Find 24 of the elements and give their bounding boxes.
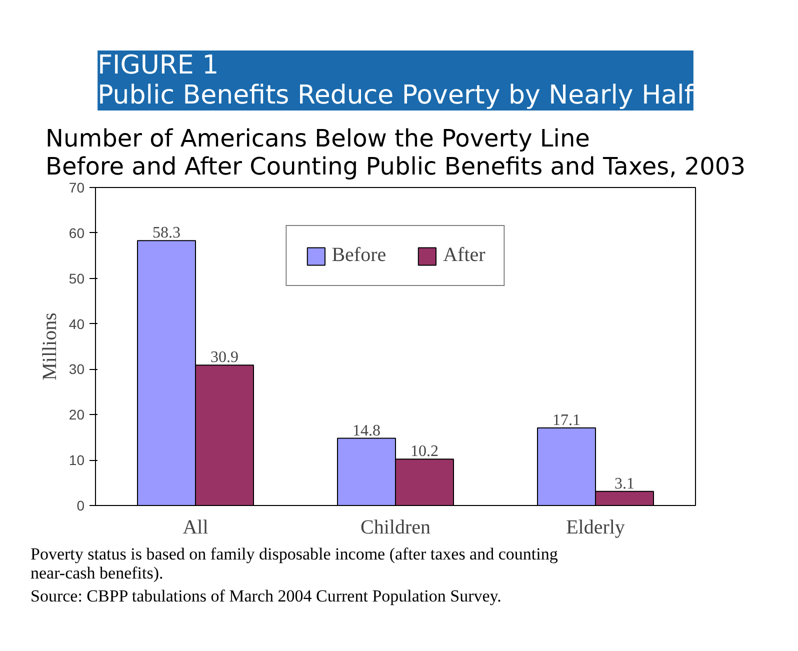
x-tick-label: Elderly (566, 516, 625, 538)
y-tick-label: 10 (68, 452, 85, 468)
y-tick-label: 60 (68, 224, 85, 241)
data-label: 58.3 (152, 224, 180, 242)
y-tick-label: 70 (68, 180, 85, 196)
data-label: 3.1 (614, 475, 634, 492)
y-tick-label: 50 (68, 270, 85, 286)
legend-label: After (443, 244, 486, 267)
y-tick-label: 20 (68, 406, 85, 423)
y-tick-label: 0 (76, 498, 85, 514)
data-label: 17.1 (552, 412, 580, 429)
data-label: 10.2 (410, 443, 438, 460)
x-tick-label: Children (360, 516, 431, 538)
y-tick-label: 30 (68, 361, 85, 378)
data-label: 14.8 (352, 422, 380, 440)
y-axis-title: Millions (38, 312, 61, 380)
data-label: 30.9 (210, 349, 238, 366)
text: Poverty status is based on family disposable income (after taxes and counting near-cash benefits). (30, 544, 558, 582)
chart-subtitle: Number of Americans Below the Poverty Line Before and After Counting Public Benefits and Taxes, 2003 (46, 124, 746, 180)
legend-label: Before (332, 244, 386, 267)
chart-title: FIGURE 1 Public Benefits Reduce Poverty by Nearly Half (98, 50, 694, 110)
y-tick-label: 40 (68, 316, 85, 332)
source-note: Source: CBPP tabulations of March 2004 Current Population Survey. (30, 586, 502, 606)
x-tick-label: All (182, 516, 209, 538)
